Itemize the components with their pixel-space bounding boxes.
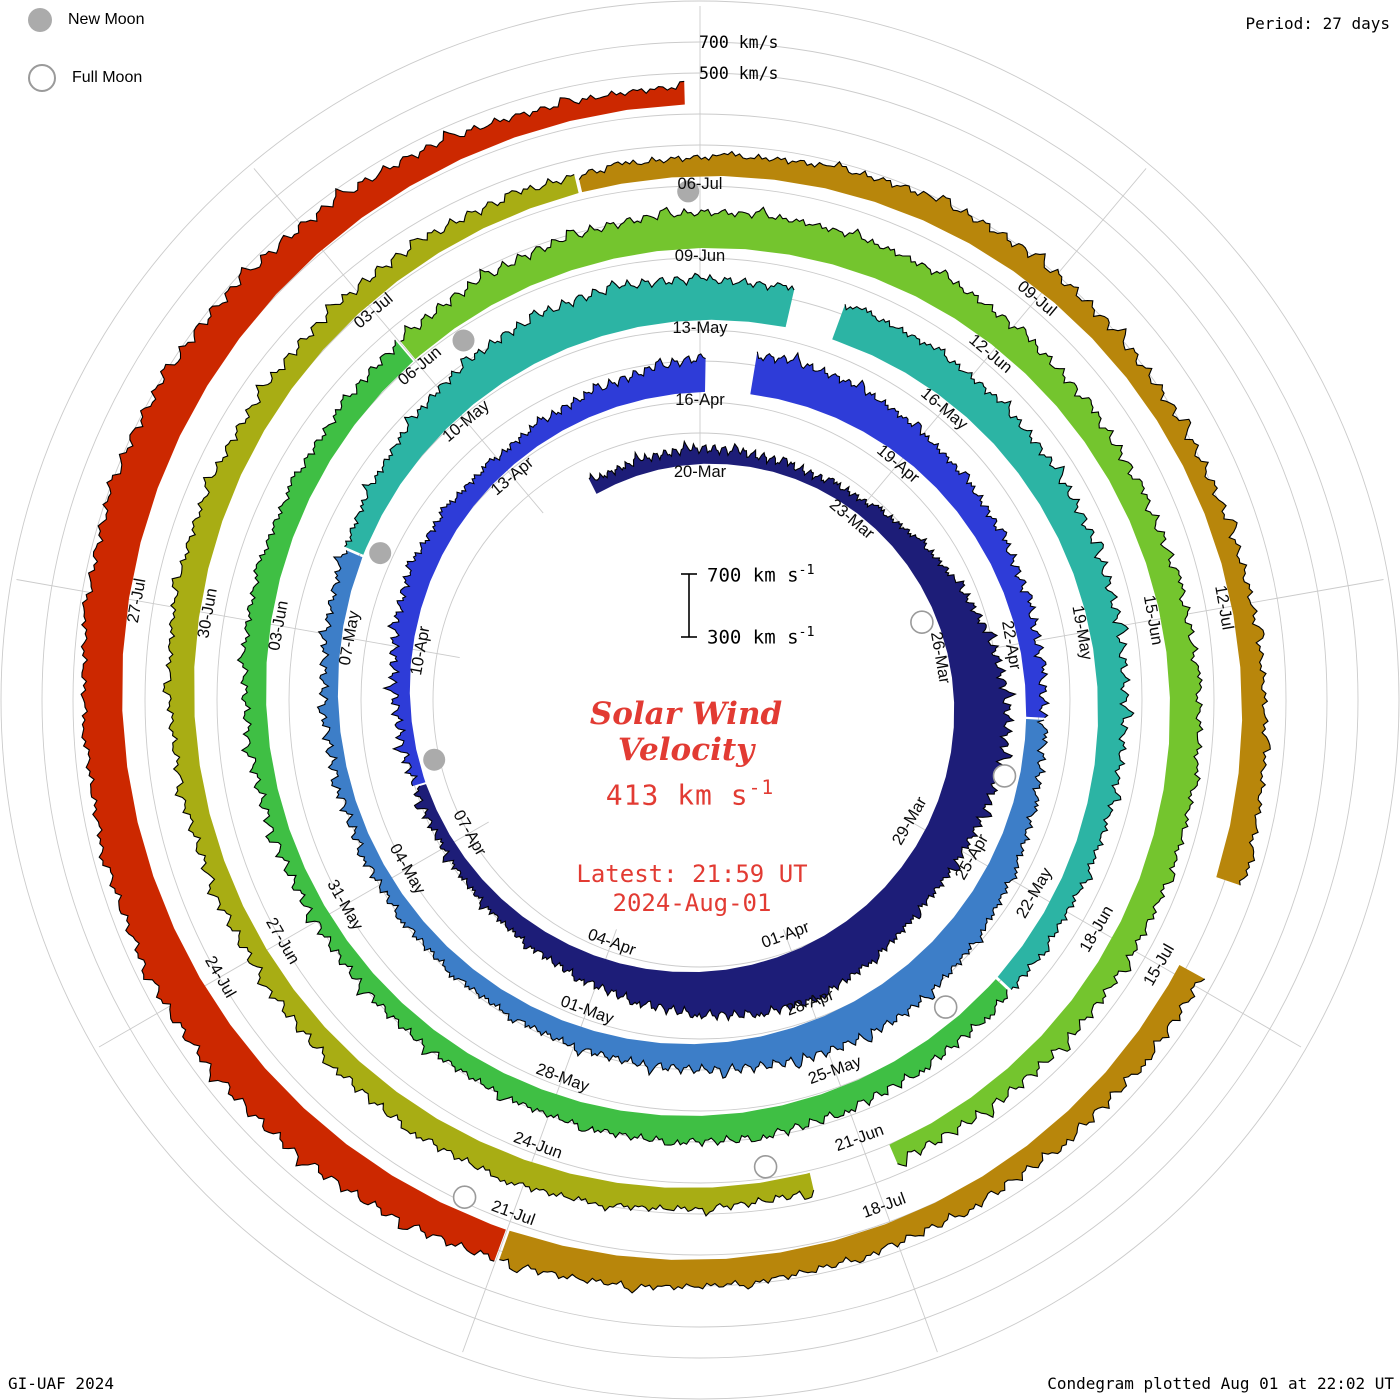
date-label: 21-Jul [489, 1197, 537, 1229]
center-scale-sup2: -1 [798, 625, 815, 640]
center-scale-top-value: 700 [707, 564, 742, 587]
date-label: 04-Apr [585, 925, 638, 959]
date-label: 13-May [672, 319, 728, 337]
new-moon-label: New Moon [68, 11, 145, 28]
velocity-outline [344, 272, 795, 548]
new-moon-marker [452, 329, 475, 352]
date-label: 09-Jun [675, 247, 725, 265]
center-scale-bottom-value: 300 [707, 626, 742, 649]
velocity-band-segment [750, 351, 1049, 718]
legend-row-full-moon: Full Moon [28, 64, 144, 92]
chart-title-line1: Solar Wind [589, 696, 783, 732]
full-moon-marker [753, 1155, 778, 1179]
date-label: 24-Jun [511, 1128, 565, 1162]
velocity-band-segment [383, 353, 706, 786]
velocity-outline [756, 351, 1051, 719]
plotted-timestamp: Condegram plotted Aug 01 at 22:02 UT [1047, 1374, 1394, 1393]
velocity-band-segment [344, 273, 795, 555]
latest-timestamp: Latest: 21:59 UT 2024-Aug-01 [576, 860, 807, 918]
velocity-outline [80, 80, 685, 1262]
center-scale-unit2: km s [752, 626, 799, 649]
velocity-outline [578, 150, 1271, 886]
velocity-outline [162, 173, 815, 1217]
grid-ring [72, 72, 1328, 1328]
velocity-outline [236, 339, 1009, 1148]
full-moon-icon [28, 64, 56, 92]
date-label: 16-Apr [675, 391, 725, 409]
velocity-outline [316, 550, 1049, 1079]
center-scale-sup: -1 [798, 563, 815, 578]
full-moon-label: Full Moon [72, 69, 143, 86]
velocity-band-segment [832, 304, 1134, 990]
legend-row-new-moon: New Moon [28, 8, 144, 32]
current-velocity-unit: km s [677, 778, 749, 812]
latest-time-line: Latest: 21:59 UT [576, 860, 808, 888]
period-label: Period: 27 days [1245, 14, 1391, 33]
chart-title: Solar Wind Velocity [590, 696, 782, 768]
velocity-band-segment [579, 151, 1271, 886]
velocity-band-segment [499, 965, 1205, 1293]
velocity-outline [499, 978, 1206, 1294]
velocity-band-segment [400, 207, 1203, 1167]
date-label: 21-Jun [833, 1121, 887, 1155]
velocity-outline [400, 206, 1204, 1167]
grid-spoke [98, 821, 489, 1048]
center-scale-bottom-label: 300 km s-1 [707, 625, 815, 648]
velocity-outline [413, 439, 1017, 1022]
grid-spoke [462, 929, 617, 1353]
new-moon-icon [28, 8, 52, 32]
new-moon-marker [369, 542, 392, 565]
date-label: 06-Jul [678, 175, 723, 193]
credit-label: GI-UAF 2024 [8, 1374, 114, 1393]
new-moon-marker [677, 180, 700, 203]
full-moon-marker [933, 995, 958, 1019]
date-label: 20-Mar [674, 463, 727, 481]
velocity-outline [844, 304, 1135, 990]
center-scale-top-label: 700 km s-1 [707, 563, 815, 586]
velocity-outline [382, 353, 706, 787]
current-velocity-value: 413 [605, 778, 660, 812]
current-velocity-sup: -1 [748, 776, 775, 799]
chart-title-line2: Velocity [617, 732, 755, 768]
grid-spoke [911, 821, 1302, 1048]
full-moon-marker [910, 610, 934, 635]
latest-date-line: 2024-Aug-01 [612, 889, 772, 917]
full-moon-marker [452, 1185, 477, 1209]
outer-ring-label-700: 700 km/s [699, 33, 779, 52]
full-moon-marker [992, 764, 1017, 788]
center-scale-unit: km s [752, 564, 799, 587]
grid-ring [41, 41, 1359, 1359]
moon-legend: New Moon Full Moon [28, 8, 144, 124]
current-velocity: 413 km s-1 [606, 776, 774, 811]
outer-ring-label-500: 500 km/s [699, 64, 779, 83]
new-moon-marker [423, 748, 446, 771]
